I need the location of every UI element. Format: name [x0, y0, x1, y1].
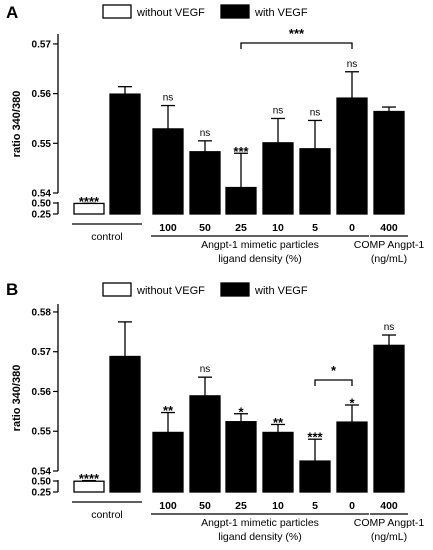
legend-swatch-without	[102, 282, 132, 297]
group-label-control: control	[91, 509, 123, 521]
significance-label: ns	[347, 59, 358, 70]
x-tick-label: 25	[235, 500, 247, 512]
bracket-label: ***	[289, 26, 305, 41]
group-label-comp: COMP Angpt-1	[354, 239, 425, 251]
x-tick-label: 100	[159, 500, 177, 512]
significance-label: ns	[273, 105, 284, 116]
significance-label: ns	[163, 93, 174, 104]
significance-label: ns	[384, 322, 395, 333]
significance-label: *	[349, 396, 355, 411]
group-label-control: control	[91, 231, 123, 243]
panel-label: A	[6, 3, 18, 22]
bar	[109, 355, 141, 493]
legend-swatch-without	[102, 4, 132, 19]
y-tick-label: 0.54	[32, 467, 52, 478]
bar	[262, 142, 294, 215]
bar	[299, 460, 331, 493]
group-label-comp-unit: (ng/mL)	[371, 253, 407, 265]
group-label-comp: COMP Angpt-1	[354, 517, 425, 529]
legend-label-with: with VEGF	[254, 285, 308, 297]
significance-label: ns	[310, 107, 321, 118]
bar	[373, 110, 405, 215]
y-axis-label: ratio 340/380	[11, 91, 23, 158]
significance-label: ****	[79, 471, 100, 486]
group-label-particles-unit: ligand density (%)	[218, 531, 301, 543]
legend-swatch-with	[220, 4, 250, 19]
bar	[225, 186, 257, 215]
legend-label-without: without VEGF	[136, 7, 205, 19]
group-label-particles: Angpt-1 mimetic particles	[201, 239, 319, 251]
bar	[189, 151, 221, 215]
y-tick-label: 0.57	[32, 39, 52, 50]
legend-label-without: without VEGF	[136, 285, 205, 297]
y-axis-label: ratio 340/380	[11, 365, 23, 432]
y-tick-label: 0.54	[32, 189, 52, 200]
bar	[189, 395, 221, 493]
y-tick-label: 0.50	[32, 477, 52, 488]
bar	[299, 148, 331, 215]
y-tick-label: 0.58	[32, 307, 52, 318]
legend-label-with: with VEGF	[254, 7, 308, 19]
significance-bracket	[314, 379, 353, 386]
bar	[152, 128, 184, 215]
y-tick-label: 0.25	[32, 210, 52, 221]
y-tick-label: 0.55	[32, 427, 52, 438]
x-tick-label: 5	[312, 222, 318, 234]
bar	[225, 421, 257, 493]
significance-label: ****	[79, 194, 100, 209]
bar	[109, 93, 141, 215]
significance-label: ***	[233, 144, 249, 159]
y-tick-label: 0.56	[32, 89, 52, 100]
bar	[373, 344, 405, 493]
x-tick-label: 0	[349, 500, 355, 512]
group-label-particles: Angpt-1 mimetic particles	[201, 517, 319, 529]
y-tick-label: 0.56	[32, 387, 52, 398]
x-tick-label: 0	[349, 222, 355, 234]
panel-label: B	[6, 280, 18, 299]
significance-label: **	[273, 415, 284, 430]
y-tick-label: 0.55	[32, 139, 52, 150]
group-label-particles-unit: ligand density (%)	[218, 253, 301, 265]
x-tick-label: 400	[380, 222, 398, 234]
x-tick-label: 5	[312, 500, 318, 512]
x-tick-label: 10	[272, 500, 284, 512]
significance-label: *	[238, 404, 244, 419]
x-tick-label: 400	[380, 500, 398, 512]
bar	[336, 421, 368, 493]
significance-label: ***	[307, 430, 323, 445]
significance-label: **	[163, 403, 174, 418]
bracket-label: *	[331, 363, 337, 378]
significance-label: ns	[200, 364, 211, 375]
significance-label: ns	[200, 128, 211, 139]
y-tick-label: 0.25	[32, 488, 52, 499]
group-label-comp-unit: (ng/mL)	[371, 531, 407, 543]
x-tick-label: 50	[199, 222, 211, 234]
x-tick-label: 25	[235, 222, 247, 234]
x-tick-label: 10	[272, 222, 284, 234]
bar	[262, 431, 294, 493]
bar	[152, 431, 184, 493]
bar	[336, 97, 368, 215]
significance-bracket	[240, 42, 353, 49]
legend-swatch-with	[220, 282, 250, 297]
x-tick-label: 50	[199, 500, 211, 512]
y-tick-label: 0.50	[32, 199, 52, 210]
y-tick-label: 0.57	[32, 347, 52, 358]
x-tick-label: 100	[159, 222, 177, 234]
